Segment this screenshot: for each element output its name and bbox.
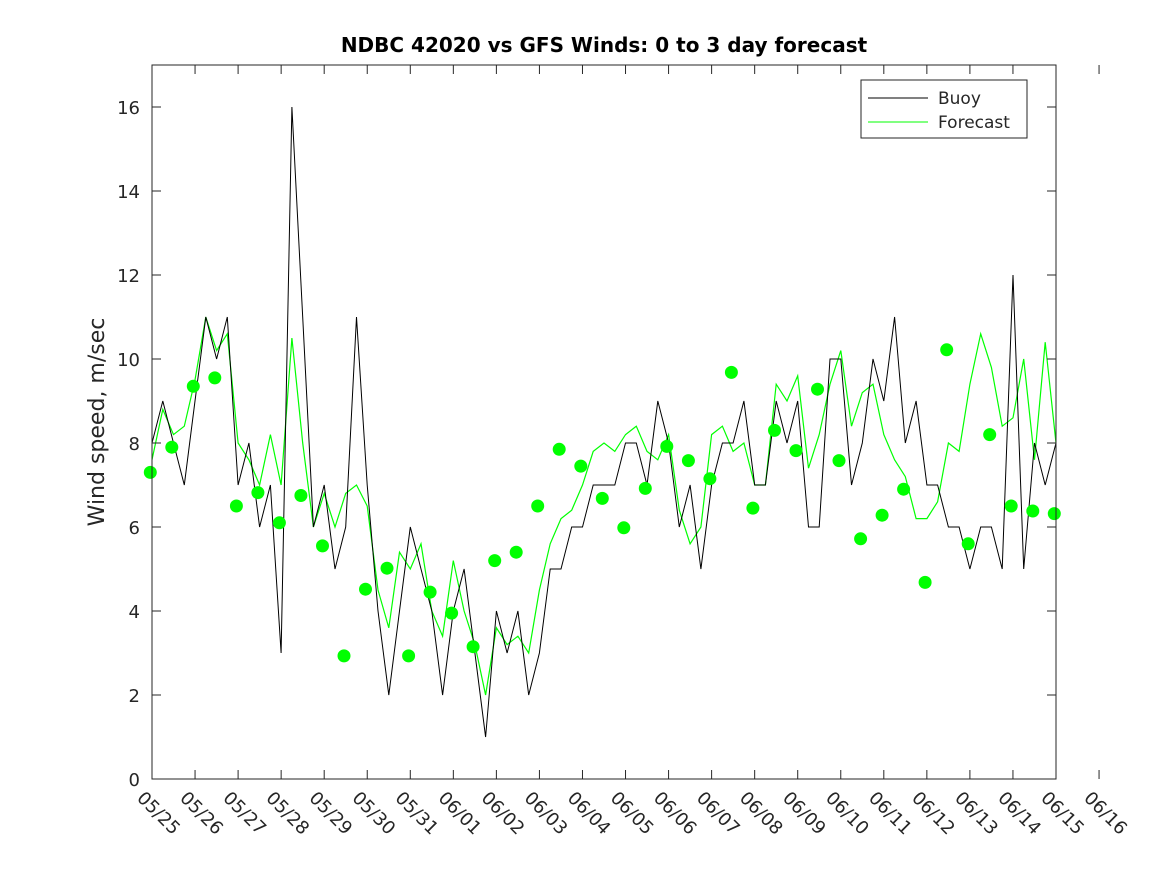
forecast-marker	[832, 454, 846, 468]
forecast-marker	[1004, 499, 1018, 513]
x-tick-label: 05/27	[219, 788, 271, 840]
forecast-marker	[294, 489, 308, 502]
x-tick-label: 06/07	[692, 788, 744, 840]
forecast-marker	[552, 442, 566, 456]
forecast-marker	[940, 343, 954, 357]
y-tick-label: 12	[117, 266, 140, 287]
y-tick-label: 16	[117, 98, 140, 119]
forecast-marker	[423, 585, 437, 599]
x-tick-label: 05/31	[391, 788, 443, 840]
forecast-marker	[983, 428, 997, 442]
forecast-marker	[531, 499, 545, 513]
y-tick-label: 2	[129, 686, 140, 707]
x-tick-label: 06/11	[864, 788, 916, 840]
x-tick-label: 06/08	[735, 788, 787, 840]
legend-forecast-label: Forecast	[938, 113, 1010, 133]
x-tick-label: 05/30	[348, 788, 400, 840]
x-tick-label: 05/29	[305, 788, 357, 840]
y-tick-label: 10	[117, 350, 140, 371]
forecast-marker	[811, 382, 824, 396]
series-group	[152, 106, 1056, 738]
forecast-marker	[165, 440, 179, 454]
forecast-marker	[724, 365, 738, 379]
forecast-marker	[380, 561, 394, 575]
buoy-line	[152, 106, 1056, 738]
y-tick-label: 14	[117, 182, 140, 203]
forecast-marker	[337, 649, 351, 663]
forecast-marker	[1047, 507, 1061, 521]
x-tick-label: 06/12	[907, 788, 959, 840]
forecast-marker	[316, 539, 329, 553]
y-tick-label: 8	[129, 434, 140, 455]
forecast-marker	[681, 454, 695, 468]
forecast-marker	[251, 486, 265, 500]
x-tick-label: 06/01	[434, 788, 486, 840]
x-tick-label: 05/25	[132, 788, 184, 840]
forecast-marker	[229, 499, 243, 513]
forecast-marker	[660, 439, 674, 453]
axes-box	[151, 64, 1057, 780]
x-tick-label: 05/28	[262, 788, 314, 840]
forecast-marker	[574, 459, 588, 473]
forecast-marker	[509, 545, 523, 559]
legend-box	[860, 79, 1028, 139]
forecast-marker	[445, 606, 459, 620]
forecast-marker	[402, 649, 416, 663]
forecast-marker	[488, 554, 502, 568]
x-tick-label: 06/15	[1036, 788, 1088, 840]
forecast-marker	[854, 532, 868, 546]
forecast-marker	[272, 516, 286, 530]
x-tick-label: 06/10	[821, 788, 873, 840]
forecast-marker	[466, 640, 480, 654]
x-tick-label: 06/14	[993, 788, 1045, 840]
forecast-marker	[789, 444, 803, 458]
legend: Buoy Forecast	[860, 79, 1028, 139]
chart-title: NDBC 42020 vs GFS Winds: 0 to 3 day fore…	[341, 33, 868, 57]
forecast-marker	[961, 537, 975, 551]
x-tick-label: 06/03	[520, 788, 572, 840]
x-tick-label: 06/13	[950, 788, 1002, 840]
forecast-marker	[617, 521, 631, 535]
x-tick-label: 06/05	[606, 788, 658, 840]
forecast-marker	[186, 379, 200, 393]
x-tick-label: 06/16	[1080, 788, 1132, 840]
legend-buoy-label: Buoy	[938, 89, 981, 109]
plot-area: 024681012141605/2505/2605/2705/2805/2905…	[117, 64, 1132, 840]
forecast-marker	[768, 423, 781, 437]
x-tick-label: 06/02	[477, 788, 529, 840]
forecast-marker	[208, 371, 222, 385]
forecast-marker	[143, 465, 157, 479]
forecast-marker	[595, 491, 609, 505]
x-tick-label: 06/06	[649, 788, 701, 840]
x-tick-label: 06/09	[778, 788, 830, 840]
forecast-marker	[875, 508, 889, 522]
y-tick-label: 6	[129, 518, 140, 539]
y-tick-label: 0	[129, 770, 140, 791]
forecast-marker	[359, 582, 372, 596]
x-tick-label: 06/04	[563, 788, 615, 840]
x-tick-label: 05/26	[176, 788, 228, 840]
forecast-marker	[897, 482, 911, 496]
forecast-marker	[746, 501, 760, 515]
forecast-marker	[703, 472, 717, 486]
forecast-marker	[1026, 504, 1040, 518]
y-axis-label: Wind speed, m/sec	[85, 318, 110, 527]
forecast-marker	[918, 575, 932, 589]
forecast-marker	[638, 481, 652, 495]
y-tick-label: 4	[129, 602, 140, 623]
forecast-line	[152, 316, 1056, 696]
